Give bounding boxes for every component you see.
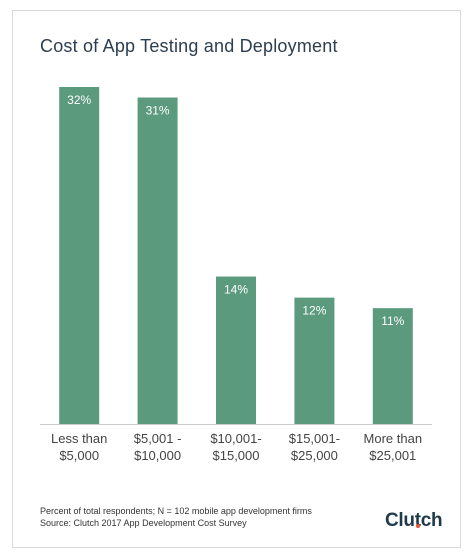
category-label-5-line-1: More than xyxy=(364,431,423,446)
category-label-3-line-1: $10,001- xyxy=(210,431,261,446)
footnote: Percent of total respondents; N = 102 mo… xyxy=(40,506,312,516)
bar-value-label-5: 11% xyxy=(381,314,404,328)
category-label-2-line-1: $5,001 - xyxy=(134,431,182,446)
chart-title: Cost of App Testing and Deployment xyxy=(40,36,338,56)
category-label-3-line-2: $15,000 xyxy=(213,448,260,463)
bar-value-label-4: 12% xyxy=(302,304,326,318)
bar-2 xyxy=(137,97,178,424)
bar-value-label-2: 31% xyxy=(146,104,170,118)
logo-accent-dot xyxy=(416,524,420,528)
category-label-4-line-2: $25,000 xyxy=(291,448,338,463)
source-note: Source: Clutch 2017 App Development Cost… xyxy=(40,518,247,528)
category-label-1-line-2: $5,000 xyxy=(59,448,99,463)
bar-4 xyxy=(294,297,335,424)
bar-3 xyxy=(216,276,256,424)
category-label-1-line-1: Less than xyxy=(51,431,107,446)
category-label-4-line-1: $15,001- xyxy=(289,431,340,446)
bar-value-label-1: 32% xyxy=(67,93,91,107)
category-label-2-line-2: $10,000 xyxy=(134,448,181,463)
bar-1 xyxy=(59,87,100,424)
bar-value-label-3: 14% xyxy=(224,283,248,297)
bar-5 xyxy=(372,308,413,424)
category-label-5-line-2: $25,001 xyxy=(369,448,416,463)
clutch-logo: Clutch xyxy=(385,510,443,531)
